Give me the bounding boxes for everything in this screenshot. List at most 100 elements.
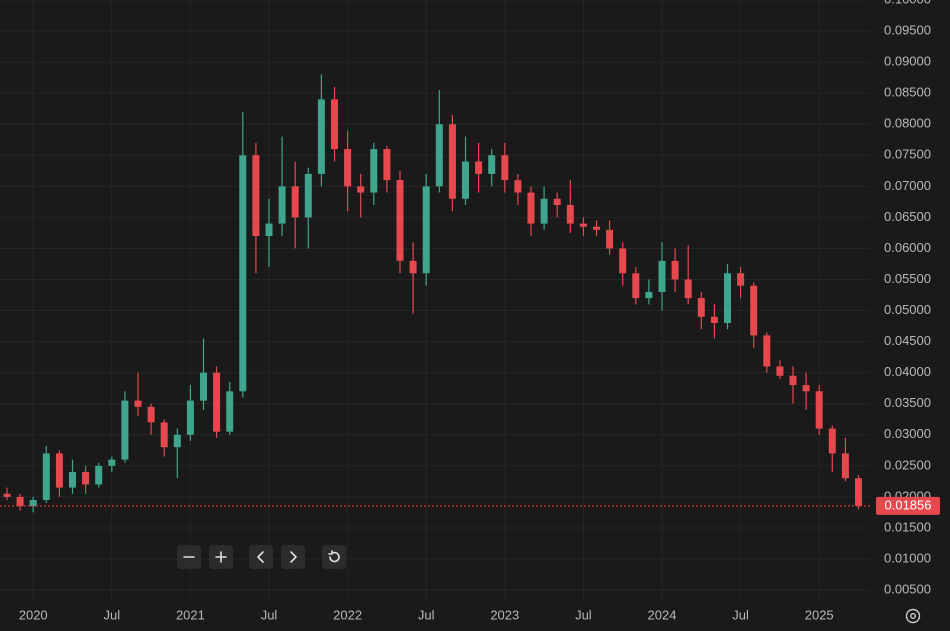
candle-body <box>396 180 404 261</box>
candle-body <box>815 391 823 429</box>
candle-body <box>750 285 758 336</box>
candle-body <box>331 99 338 150</box>
candle-body <box>462 161 469 199</box>
y-tick-label: 0.05000 <box>884 302 931 317</box>
y-tick-label: 0.00500 <box>884 581 931 596</box>
labels: 0.005000.010000.015000.020000.025000.030… <box>0 0 940 622</box>
scroll-left-button[interactable] <box>249 545 273 569</box>
candle-body <box>29 500 37 507</box>
candle-body <box>173 434 181 448</box>
candle-body <box>357 186 365 193</box>
y-tick-label: 0.06000 <box>884 240 931 255</box>
x-tick-label: 2022 <box>333 607 362 622</box>
candle-body <box>265 223 273 237</box>
candle-body <box>684 279 692 299</box>
candle-body <box>527 192 535 224</box>
candle-body <box>200 372 207 401</box>
candle-body <box>553 198 561 205</box>
y-tick-label: 0.04500 <box>884 333 931 348</box>
candle-body <box>42 453 50 500</box>
candle-body <box>841 453 849 479</box>
candle-body <box>186 400 194 435</box>
x-tick-label: Jul <box>261 607 278 622</box>
candle-body <box>147 406 155 423</box>
candle-body <box>252 155 260 237</box>
candle-body <box>632 273 640 299</box>
y-tick-label: 0.01500 <box>884 519 931 534</box>
candle-body <box>448 124 456 199</box>
x-tick-label: Jul <box>575 607 592 622</box>
y-tick-label: 0.01000 <box>884 550 931 565</box>
last-price-badge <box>876 496 940 515</box>
x-tick-label: 2025 <box>805 607 834 622</box>
candle-body <box>55 453 63 488</box>
y-tick-label: 0.05500 <box>884 271 931 286</box>
candle-body <box>658 260 666 292</box>
zoom-in-button[interactable] <box>209 545 233 569</box>
candle-body <box>501 155 509 181</box>
candle-body <box>344 149 352 187</box>
candle-body <box>710 316 718 323</box>
y-tick-label: 0.03500 <box>884 395 931 410</box>
candle-body <box>239 155 247 392</box>
candle-body <box>422 186 430 274</box>
candle-body <box>317 99 325 174</box>
y-tick-label: 0.09500 <box>884 22 931 37</box>
candle-body <box>514 180 522 193</box>
candle-body <box>409 260 417 274</box>
scroll-right-button[interactable] <box>281 545 305 569</box>
candles <box>3 74 862 513</box>
y-tick-label: 0.06500 <box>884 209 931 224</box>
candle-body <box>134 400 142 407</box>
candle-body <box>213 372 221 432</box>
candle-body <box>278 186 286 224</box>
y-tick-label: 0.08500 <box>884 85 931 100</box>
y-tick-label: 0.02500 <box>884 457 931 472</box>
settings-button[interactable] <box>905 608 921 624</box>
candle-body <box>724 273 731 323</box>
candle-body <box>121 400 129 460</box>
candle-body <box>776 366 784 376</box>
y-tick-label: 0.07500 <box>884 147 931 162</box>
candle-body <box>16 496 24 507</box>
candle-body <box>291 186 299 218</box>
zoom-out-button[interactable] <box>177 545 201 569</box>
candle-body <box>95 465 103 485</box>
y-tick-label: 0.07000 <box>884 178 931 193</box>
candle-body <box>645 291 653 299</box>
x-tick-label: Jul <box>103 607 120 622</box>
candle-body <box>855 478 862 506</box>
candle-body <box>69 472 76 488</box>
candle-body <box>671 260 679 280</box>
last-price-label: 0.01856 <box>885 497 932 512</box>
y-tick-label: 0.04000 <box>884 364 931 379</box>
candle-body <box>3 493 11 497</box>
candle-body <box>579 223 587 227</box>
candle-body <box>488 155 496 174</box>
y-tick-label: 0.03000 <box>884 426 931 441</box>
x-tick-label: 2021 <box>176 607 205 622</box>
reset-button[interactable] <box>322 545 346 569</box>
x-tick-label: 2024 <box>648 607 677 622</box>
candle-body <box>108 459 116 466</box>
candle-body <box>697 298 705 317</box>
candle-body <box>304 173 312 218</box>
candle-body <box>593 226 600 230</box>
candle-body <box>606 229 614 249</box>
x-tick-label: 2023 <box>490 607 519 622</box>
x-tick-label: 2020 <box>19 607 48 622</box>
candle-body <box>160 422 168 448</box>
candle-body <box>82 472 90 485</box>
candle-body <box>566 204 574 224</box>
candle-body <box>828 428 836 454</box>
candle-body <box>789 375 797 386</box>
candle-body <box>540 198 548 224</box>
candle-body <box>475 161 483 174</box>
x-tick-label: Jul <box>418 607 435 622</box>
candle-body <box>763 335 771 367</box>
grid <box>0 0 870 600</box>
candle-body <box>226 391 234 432</box>
candle-body <box>435 124 443 187</box>
